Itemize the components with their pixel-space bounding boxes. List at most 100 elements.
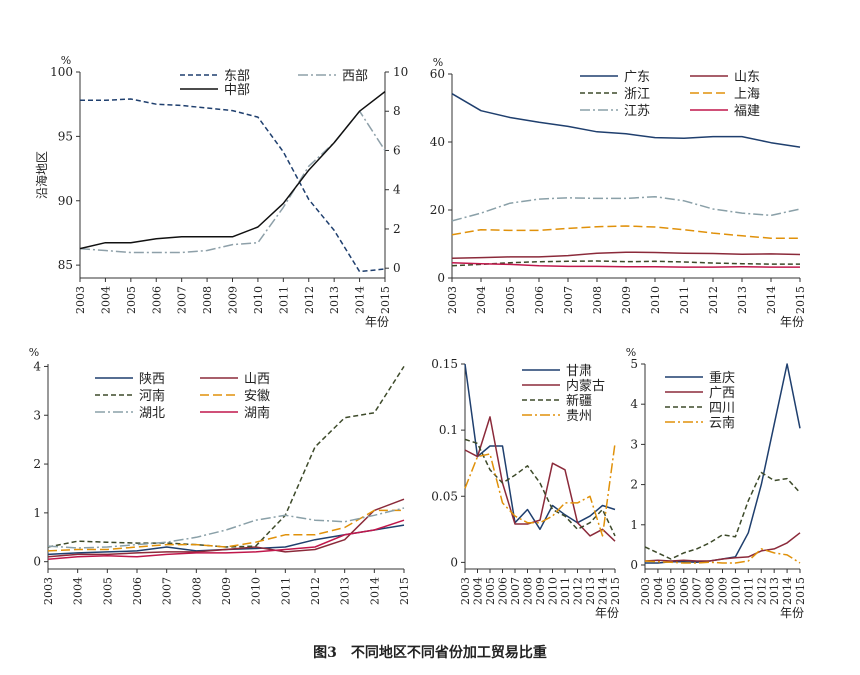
panel2-series-line-2 bbox=[451, 251, 801, 260]
panel3-series-line-5 bbox=[47, 507, 405, 549]
panel1-legend-label-2: 西部 bbox=[342, 69, 368, 84]
panel3-y-tick-label: 2 bbox=[33, 457, 41, 471]
panel3-y-tick-label: 3 bbox=[33, 408, 41, 422]
panel4-x-tick-label: 2015 bbox=[609, 577, 622, 605]
panel4-x-tick-label: 2008 bbox=[522, 577, 535, 605]
panel2-x-label: 年份 bbox=[780, 315, 804, 329]
panel1-y-tick-label: 100 bbox=[50, 65, 73, 79]
panel5-x-tick-label: 2012 bbox=[755, 577, 768, 605]
panel5-legend-label-3: 四川 bbox=[709, 401, 735, 416]
panel2-x-tick-label: 2011 bbox=[678, 286, 691, 314]
panel2-legend-label-1: 广东 bbox=[624, 70, 650, 85]
panel2-x-tick-label: 2008 bbox=[591, 286, 604, 314]
panel1-legend-label-1: 东部 bbox=[224, 69, 250, 84]
panel1-y2-tick-label: 4 bbox=[393, 183, 401, 197]
panel1-y-tick-label: 85 bbox=[58, 258, 73, 272]
panel1-y-tick-label: 95 bbox=[58, 129, 73, 143]
panel2-legend-label-4: 上海 bbox=[734, 87, 760, 102]
panel3-x-tick-label: 2008 bbox=[190, 577, 203, 605]
panel4-y-tick-label: 0.05 bbox=[431, 489, 458, 503]
panel2-series-line-3 bbox=[451, 260, 800, 267]
panel3-x-tick-label: 2014 bbox=[368, 577, 381, 605]
panel5-series-line-3 bbox=[644, 471, 801, 560]
panel5-x-tick-label: 2015 bbox=[794, 577, 807, 605]
panel1-x-tick-label: 2004 bbox=[99, 286, 112, 314]
panel5-x-tick-label: 2011 bbox=[742, 577, 755, 605]
panel1-x-tick-label: 2007 bbox=[176, 286, 189, 314]
panel4-x-label: 年份 bbox=[595, 606, 619, 620]
panel4-x-tick-label: 2014 bbox=[597, 577, 610, 605]
panel1-legend-label-3: 中部 bbox=[224, 83, 250, 98]
panel2-x-tick-label: 2010 bbox=[649, 286, 662, 314]
panel1-x-tick-label: 2015 bbox=[379, 286, 392, 314]
panel5-x-tick-label: 2010 bbox=[729, 577, 742, 605]
panel4-y-tick-label: 0.15 bbox=[431, 357, 458, 371]
panel4-x-tick-label: 2006 bbox=[497, 577, 510, 605]
panel4-x-tick-label: 2007 bbox=[509, 577, 522, 605]
panel4-series-line-2 bbox=[464, 416, 616, 542]
panel1-series-line-2 bbox=[79, 110, 386, 254]
panel2-legend-label-6: 福建 bbox=[734, 104, 760, 119]
panel1-x-tick-label: 2011 bbox=[277, 286, 290, 314]
panel4-x-tick-label: 2005 bbox=[484, 577, 497, 605]
panel2-x-tick-label: 2015 bbox=[794, 286, 807, 314]
panel3-x-tick-label: 2005 bbox=[101, 577, 114, 605]
panel1-x-tick-label: 2008 bbox=[201, 286, 214, 314]
panel3-x-tick-label: 2010 bbox=[250, 577, 263, 605]
panel5-y-tick-label: 2 bbox=[630, 478, 638, 492]
panel1-series-line-3 bbox=[79, 91, 386, 250]
panel2-x-tick-label: 2003 bbox=[446, 286, 459, 314]
panel4-legend-label-3: 新疆 bbox=[566, 393, 592, 409]
panel2-y-tick-label: 40 bbox=[430, 135, 445, 149]
panel2-x-tick-label: 2009 bbox=[620, 286, 633, 314]
panel5-legend-label-4: 云南 bbox=[709, 415, 735, 431]
panel4-y-tick-label: 0.1 bbox=[439, 423, 458, 437]
figure-caption: 图3 不同地区不同省份加工贸易比重 bbox=[313, 645, 547, 661]
panel1-y2-tick-label: 6 bbox=[393, 143, 401, 157]
panel1-unit-label: % bbox=[61, 54, 71, 67]
panel4-x-tick-label: 2010 bbox=[547, 577, 560, 605]
panel5-y-tick-label: 0 bbox=[630, 558, 638, 572]
panel5-y-tick-label: 1 bbox=[630, 518, 638, 532]
panel5-legend-label-1: 重庆 bbox=[709, 370, 735, 386]
panel2-series-line-5 bbox=[451, 195, 801, 222]
panel2-unit-label: % bbox=[433, 56, 443, 69]
panel5-unit-label: % bbox=[626, 346, 636, 359]
panel5-x-tick-label: 2007 bbox=[691, 577, 704, 605]
panel3-series-line-2 bbox=[47, 498, 405, 558]
panel4-x-tick-label: 2004 bbox=[472, 577, 485, 605]
panel5-x-tick-label: 2005 bbox=[665, 577, 678, 605]
panel4-x-tick-label: 2003 bbox=[459, 577, 472, 605]
panel5-x-tick-label: 2004 bbox=[652, 577, 665, 605]
panel3-x-tick-label: 2007 bbox=[161, 577, 174, 605]
panel2-series-line-6 bbox=[451, 261, 800, 268]
panel3-unit-label: % bbox=[29, 346, 39, 359]
panel4-y-tick-label: 0 bbox=[450, 555, 458, 569]
panel5-legend-label-2: 广西 bbox=[709, 386, 735, 401]
panel2-series-line-4 bbox=[451, 225, 800, 239]
panel5-x-tick-label: 2013 bbox=[768, 577, 781, 605]
panel1-y2-tick-label: 10 bbox=[393, 65, 408, 79]
panel3-legend-label-3: 河南 bbox=[139, 388, 165, 404]
panel4-series-line-3 bbox=[464, 438, 616, 537]
panel3-x-tick-label: 2003 bbox=[42, 577, 55, 605]
panel2-y-tick-label: 0 bbox=[437, 271, 445, 285]
panel5-series-line-2 bbox=[644, 532, 801, 562]
panel5-x-tick-label: 2003 bbox=[639, 577, 652, 605]
panel5-x-tick-label: 2014 bbox=[781, 577, 794, 605]
panel1-x-tick-label: 2009 bbox=[227, 286, 240, 314]
panel3-x-tick-label: 2013 bbox=[339, 577, 352, 605]
panel3-x-tick-label: 2006 bbox=[131, 577, 144, 605]
panel3-x-tick-label: 2012 bbox=[309, 577, 322, 605]
panel3-y-tick-label: 1 bbox=[33, 506, 41, 520]
panel4-x-tick-label: 2011 bbox=[559, 577, 572, 605]
panel2-x-tick-label: 2007 bbox=[562, 286, 575, 314]
panel2-series-line-1 bbox=[451, 93, 801, 148]
panel1-series-line-1 bbox=[80, 98, 386, 273]
panel1-x-tick-label: 2003 bbox=[74, 286, 87, 314]
panel1-y2-tick-label: 2 bbox=[393, 222, 401, 236]
panel2-legend-label-2: 山东 bbox=[734, 70, 760, 85]
panel4-legend-label-1: 甘肃 bbox=[566, 364, 592, 379]
